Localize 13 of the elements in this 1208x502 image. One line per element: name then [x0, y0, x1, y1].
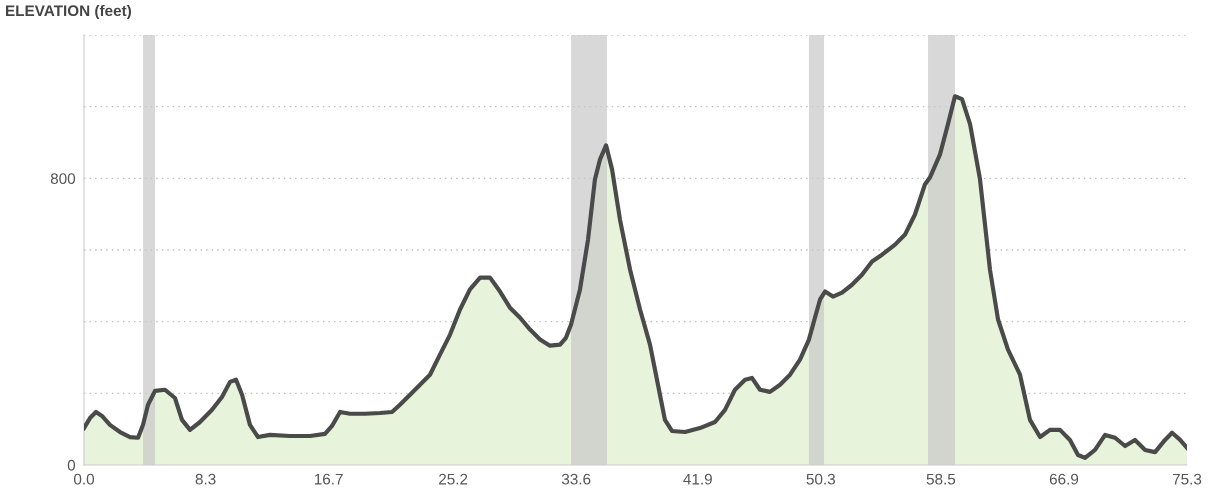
x-tick-label: 25.2: [439, 473, 468, 485]
chart-title: ELEVATION (feet): [6, 4, 131, 20]
x-tick-label: 8.3: [195, 473, 216, 485]
x-tick-label: 0.0: [73, 473, 95, 485]
x-tick-label: 33.6: [561, 473, 591, 485]
x-tick-label: 75.3: [1172, 473, 1202, 485]
y-tick-label: 800: [50, 173, 76, 185]
x-tick-label: 16.7: [314, 473, 343, 485]
x-tick-label: 66.9: [1049, 473, 1079, 485]
x-tick-label: 50.3: [806, 473, 835, 485]
y-tick-label: 0: [67, 459, 76, 471]
x-tick-label: 58.5: [926, 473, 956, 485]
x-tick-label: 41.9: [683, 473, 712, 485]
